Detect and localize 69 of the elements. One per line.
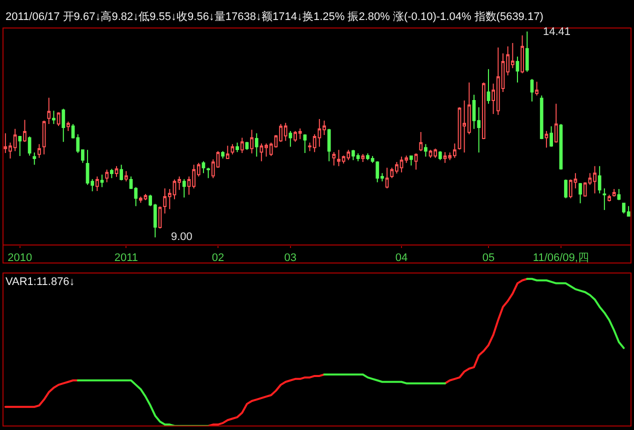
candlestick xyxy=(56,112,60,126)
candlestick xyxy=(254,132,258,158)
x-tick-label: 2010 xyxy=(8,252,32,264)
candlestick xyxy=(438,150,442,161)
candlestick xyxy=(361,154,365,163)
candlestick xyxy=(52,110,56,124)
candlestick xyxy=(410,155,413,166)
candlestick xyxy=(32,152,36,166)
candlestick xyxy=(42,120,46,155)
candlestick xyxy=(617,188,621,201)
candlestick xyxy=(482,82,486,140)
x-tick-label: 04 xyxy=(395,252,408,264)
chart-title: 2011/06/17 开9.67↓高9.82↓低9.55↓收9.56↓量17638↓额1714↓换1.25% 振2.80% 涨(-0.10)-1.04% 指数(5639.17) xyxy=(6,10,544,23)
candlestick xyxy=(544,130,548,148)
candlestick xyxy=(23,119,26,142)
x-tick-label: 05 xyxy=(482,252,495,264)
candlestick xyxy=(202,160,206,174)
candlestick xyxy=(602,188,606,210)
candlestick xyxy=(100,174,104,188)
candlestick xyxy=(110,168,114,179)
chart-title: VAR1:11.876↓ xyxy=(6,276,75,288)
candlestick xyxy=(28,136,32,156)
candlestick xyxy=(226,145,230,160)
candlestick xyxy=(612,188,616,198)
candlestick xyxy=(303,134,307,154)
candlestick xyxy=(550,126,553,148)
candlestick xyxy=(250,129,254,154)
candlestick xyxy=(236,142,239,153)
candlestick xyxy=(525,31,529,72)
candlestick xyxy=(158,206,162,230)
candlestick xyxy=(327,128,331,162)
candlestick xyxy=(424,144,428,158)
candlestick xyxy=(47,97,51,124)
x-tick-label: 11/06/09,四 xyxy=(532,252,589,264)
x-tick-label: 03 xyxy=(284,252,297,264)
annotation: 14.41 xyxy=(543,26,571,38)
candlestick xyxy=(114,166,118,178)
candlestick xyxy=(419,131,423,152)
annotation: 9.00 xyxy=(171,231,192,243)
candlestick xyxy=(66,121,70,132)
candlestick xyxy=(530,78,534,102)
candlestick xyxy=(288,130,292,148)
candlestick xyxy=(230,144,234,155)
candlestick xyxy=(240,137,244,154)
candlestick xyxy=(516,56,520,84)
x-tick-label: 02 xyxy=(212,252,224,264)
candlestick xyxy=(62,108,66,142)
candlestick xyxy=(535,81,538,96)
candlestick xyxy=(414,152,418,170)
candlestick xyxy=(120,164,124,181)
candlestick xyxy=(385,167,389,189)
candlestick xyxy=(598,166,602,194)
candlestick xyxy=(520,34,524,74)
candlestick xyxy=(564,179,568,199)
candlestick xyxy=(124,170,128,182)
x-tick-label: 2011 xyxy=(114,252,138,264)
candlestick xyxy=(221,150,224,160)
candlestick xyxy=(578,182,582,204)
candlestick xyxy=(332,152,336,166)
candlestick xyxy=(105,169,109,183)
candlestick xyxy=(554,103,558,144)
candlestick xyxy=(608,194,611,202)
candlestick xyxy=(206,167,210,179)
candlestick xyxy=(18,135,22,157)
candlestick xyxy=(96,176,99,192)
candlestick xyxy=(182,178,186,198)
candlestick xyxy=(38,144,41,158)
candlestick xyxy=(540,95,544,140)
candlestick xyxy=(486,68,490,104)
